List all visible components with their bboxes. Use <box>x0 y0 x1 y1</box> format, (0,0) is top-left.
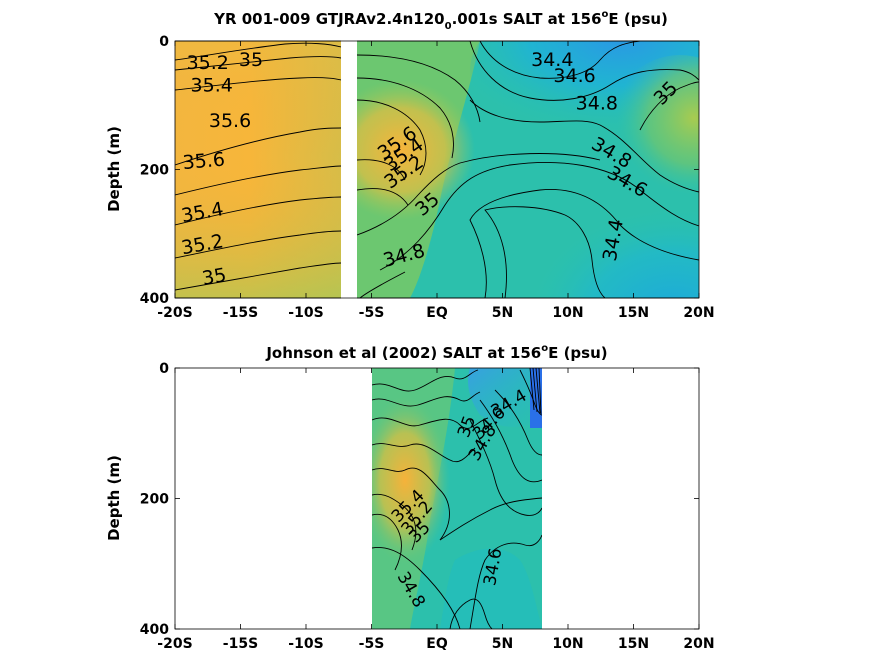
x-tick-label: 10N <box>552 305 583 321</box>
contour-label: 34.8 <box>576 92 618 114</box>
top-title-part-1: YR 001-009 GTJRAv2.4n120 <box>213 10 445 28</box>
top-left-field <box>175 41 341 298</box>
x-tick-label: -20S <box>157 636 192 652</box>
bottom-panel: Johnson et al (2002) SALT at 156oE (psu) <box>105 343 715 652</box>
top-panel-title: YR 001-009 GTJRAv2.4n1200.001s SALT at 1… <box>213 9 668 32</box>
x-tick-label: EQ <box>426 636 448 652</box>
x-tick-label: 15N <box>618 305 649 321</box>
x-tick-label: EQ <box>426 305 448 321</box>
top-left-contours <box>175 42 341 291</box>
x-tick-label: -15S <box>223 305 258 321</box>
x-tick-label: -20S <box>157 305 192 321</box>
y-tick-label: 400 <box>140 622 169 638</box>
bottom-title-part-2: E (psu) <box>548 344 608 362</box>
bottom-contours <box>372 368 542 629</box>
top-title-part-2: .001s SALT at 156 <box>452 10 602 28</box>
contour-label: 35 <box>200 264 228 290</box>
contour-label: 35.2 <box>187 52 229 74</box>
contour-label: 35 <box>239 49 263 71</box>
bottom-panel-title: Johnson et al (2002) SALT at 156oE (psu) <box>265 343 607 362</box>
top-data-gap <box>341 40 357 299</box>
y-tick-label: 200 <box>140 163 169 179</box>
top-panel: YR 001-009 GTJRAv2.4n1200.001s SALT at 1… <box>105 9 715 321</box>
top-title-superscript: o <box>602 9 609 20</box>
top-right-contours <box>357 41 699 298</box>
x-tick-label: -15S <box>223 636 258 652</box>
y-tick-label: 0 <box>159 361 169 377</box>
top-y-axis-label: Depth (m) <box>105 126 123 212</box>
x-tick-label: 15N <box>618 636 649 652</box>
y-tick-label: 200 <box>140 492 169 508</box>
bottom-y-axis: 0 200 400 <box>140 361 699 638</box>
top-y-axis: 0 200 400 <box>140 34 699 307</box>
contour-label: 34.4 <box>531 49 573 71</box>
contour-label: 34.6 <box>553 65 595 87</box>
x-tick-label: -5S <box>359 636 385 652</box>
x-tick-label: 20N <box>683 636 714 652</box>
bottom-x-axis: -20S -15S -10S -5S EQ 5N 10N 15N 20N <box>157 368 715 652</box>
x-tick-label: -5S <box>359 305 385 321</box>
y-tick-label: 400 <box>140 291 169 307</box>
y-tick-label: 0 <box>159 34 169 50</box>
top-title-subscript: 0 <box>445 21 452 32</box>
bottom-title-part-1: Johnson et al (2002) SALT at 156 <box>265 344 541 362</box>
bottom-title-superscript: o <box>541 343 548 354</box>
contour-label: 35.6 <box>209 110 251 132</box>
x-tick-label: -10S <box>288 305 323 321</box>
top-x-axis: -20S -15S -10S -5S EQ 5N 10N 15N 20N <box>157 41 715 321</box>
x-tick-label: -10S <box>288 636 323 652</box>
contour-label: 35.4 <box>191 74 233 96</box>
x-tick-label: 5N <box>492 305 513 321</box>
contour-label: 35.6 <box>182 148 226 174</box>
bottom-field <box>372 368 542 629</box>
top-contour-labels: 35.2 3535.435.635.635.435.23534.434.634.8… <box>180 49 683 290</box>
top-title-part-3: E (psu) <box>608 10 668 28</box>
bottom-y-axis-label: Depth (m) <box>105 455 123 541</box>
x-tick-label: 5N <box>492 636 513 652</box>
x-tick-label: 20N <box>683 305 714 321</box>
x-tick-label: 10N <box>552 636 583 652</box>
